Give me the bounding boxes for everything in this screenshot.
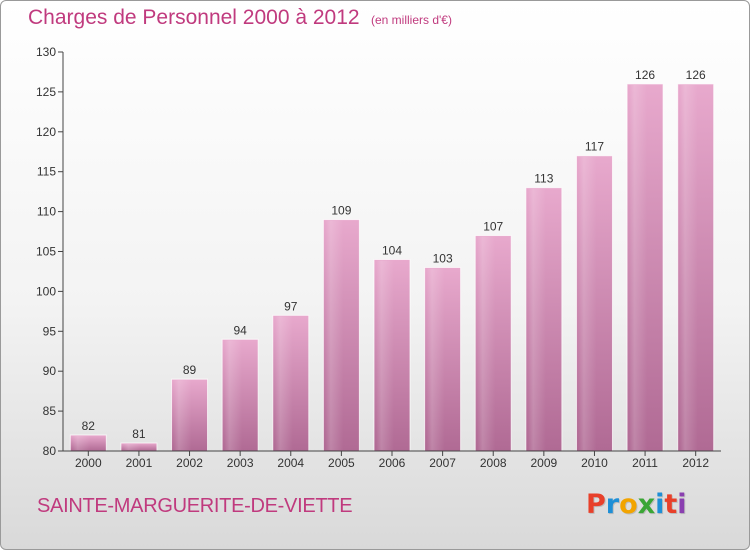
bar-highlight: [477, 236, 496, 450]
bar-highlight: [325, 220, 344, 450]
bar-highlight: [578, 156, 597, 451]
bar-highlight: [173, 380, 192, 450]
x-tick-label: 2007: [429, 456, 456, 470]
y-tick-label: 95: [43, 324, 57, 338]
y-tick-label: 105: [36, 245, 56, 259]
bar-value-label: 107: [483, 220, 503, 234]
x-tick-label: 2006: [379, 456, 406, 470]
x-tick-label: 2009: [530, 456, 557, 470]
bar-value-label: 104: [382, 243, 402, 257]
logo-letter: i: [655, 489, 665, 520]
chart-title: Charges de Personnel 2000 à 2012: [28, 6, 360, 29]
bar-value-label: 97: [284, 299, 298, 313]
x-tick-label: 2010: [581, 456, 608, 470]
y-tick-label: 100: [36, 284, 56, 298]
bar-value-label: 117: [585, 140, 604, 154]
bar-value-label: 94: [233, 323, 247, 337]
x-tick-label: 2003: [227, 456, 254, 470]
y-tick-label: 90: [43, 364, 57, 378]
y-tick-label: 110: [37, 205, 56, 219]
bar-value-label: 109: [331, 204, 351, 218]
bar-highlight: [376, 260, 394, 450]
bar-highlight: [274, 316, 293, 450]
logo-letter: r: [605, 489, 620, 520]
x-axis: 2000 2001 2002 2003 2004 2005 2006 2007 2008 2009…: [63, 450, 721, 470]
y-tick-label: 80: [43, 444, 57, 458]
town-name: SAINTE-MARGUERITE-DE-VIETTE: [37, 495, 353, 517]
bar-highlight: [527, 188, 546, 450]
y-tick-label: 120: [36, 125, 56, 139]
bar-highlight: [224, 340, 243, 450]
bar-highlight: [629, 84, 648, 451]
logo-letter: i: [677, 489, 687, 520]
bar-value-label: 113: [534, 172, 553, 186]
bar-highlight: [122, 444, 141, 450]
bar-highlight: [426, 268, 445, 450]
x-tick-label: 2012: [682, 456, 709, 470]
logo-letter: x: [637, 489, 656, 520]
x-tick-label: 2002: [176, 456, 203, 470]
chart-subtitle: (en milliers d'€): [371, 13, 452, 27]
logo-letter: o: [619, 489, 638, 520]
bar-value-label: 81: [132, 427, 146, 441]
x-tick-label: 2011: [632, 456, 658, 470]
logo-letter: P: [586, 489, 606, 520]
bar-highlight: [72, 436, 91, 450]
bar-highlight: [679, 84, 698, 451]
bar-value-label: 126: [635, 68, 655, 82]
y-tick-label: 130: [36, 45, 56, 59]
proxiti-logo: Proxiti: [586, 489, 687, 520]
x-tick-label: 2000: [75, 456, 102, 470]
y-axis: 80 85 90 95 100 105 110 115 120 125 130: [36, 45, 64, 458]
x-tick-label: 2001: [126, 456, 153, 470]
y-tick-label: 85: [43, 404, 57, 418]
bars: 82 81 89 94 97 109 104 103 107 113 117 126 126: [69, 68, 715, 452]
y-tick-label: 125: [36, 85, 56, 99]
bar-value-label: 126: [686, 68, 706, 82]
x-tick-label: 2005: [328, 456, 355, 470]
y-tick-label: 115: [37, 165, 56, 179]
logo-letter: t: [664, 489, 678, 520]
bar-value-label: 82: [82, 419, 96, 433]
bar-value-label: 89: [183, 363, 197, 377]
x-tick-label: 2004: [277, 456, 304, 470]
x-tick-label: 2008: [480, 456, 507, 470]
bar-value-label: 103: [433, 251, 453, 265]
